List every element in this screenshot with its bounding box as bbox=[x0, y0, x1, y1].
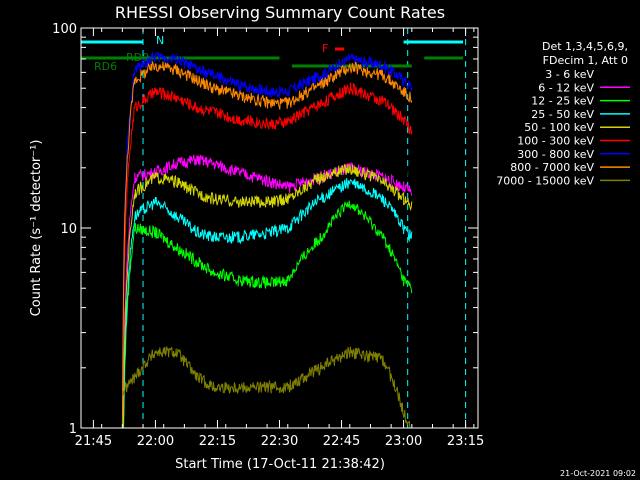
plot-layer bbox=[81, 28, 467, 429]
series-line-8 bbox=[121, 346, 412, 429]
series-line-3 bbox=[122, 177, 413, 429]
x-tick-label: 23:15 bbox=[447, 434, 484, 449]
legend-label: 12 - 25 keV bbox=[531, 95, 594, 108]
legend-header-line-2: FDecim 1, Att 0 bbox=[543, 54, 628, 67]
axes: 21:45 22:00 22:15 22:30 22:45 23:00 23:15 1 10 10… bbox=[52, 22, 484, 449]
legend-label: 50 - 100 keV bbox=[524, 121, 594, 134]
x-tick-label: 22:00 bbox=[137, 434, 174, 449]
series-line-2 bbox=[122, 200, 413, 429]
x-tick-label: 22:15 bbox=[199, 434, 236, 449]
series-line-7 bbox=[121, 60, 413, 425]
y-axis-label: Count Rate (s⁻¹ detector⁻¹) bbox=[29, 140, 44, 317]
x-tick-label: 22:30 bbox=[261, 434, 298, 449]
legend-label: 3 - 6 keV bbox=[545, 68, 594, 81]
y-tick-label: 1 bbox=[69, 422, 77, 437]
legend-label: 100 - 300 keV bbox=[517, 135, 594, 148]
legend-label: 800 - 7000 keV bbox=[510, 161, 594, 174]
timestamp: 21-Oct-2021 09:02 bbox=[560, 469, 636, 478]
annotation-RD6: RD6 bbox=[94, 60, 117, 73]
annotation-F: F bbox=[322, 42, 328, 55]
x-tick-label: 22:45 bbox=[323, 434, 360, 449]
series-line-0 bbox=[121, 119, 413, 429]
legend-label: 6 - 12 keV bbox=[538, 81, 594, 94]
x-tick-label: 21:45 bbox=[75, 434, 112, 449]
x-tick-label: 23:00 bbox=[385, 434, 422, 449]
x-axis-label: Start Time (17-Oct-11 21:38:42) bbox=[175, 457, 385, 472]
series-line-4 bbox=[122, 163, 413, 429]
annotation-N: N bbox=[156, 34, 164, 47]
chart-title: RHESSI Observing Summary Count Rates bbox=[115, 3, 445, 22]
legend-label: 25 - 50 keV bbox=[531, 108, 594, 121]
y-tick-label: 10 bbox=[60, 222, 77, 237]
series-line-5 bbox=[121, 82, 413, 429]
y-tick-label: 100 bbox=[52, 22, 77, 37]
series-line-6 bbox=[121, 50, 413, 423]
series-line-1 bbox=[121, 154, 413, 429]
legend-label: 300 - 800 keV bbox=[517, 148, 594, 161]
legend-header-line-1: Det 1,3,4,5,6,9, bbox=[542, 40, 628, 53]
legend-label: 7000 - 15000 keV bbox=[496, 174, 594, 187]
